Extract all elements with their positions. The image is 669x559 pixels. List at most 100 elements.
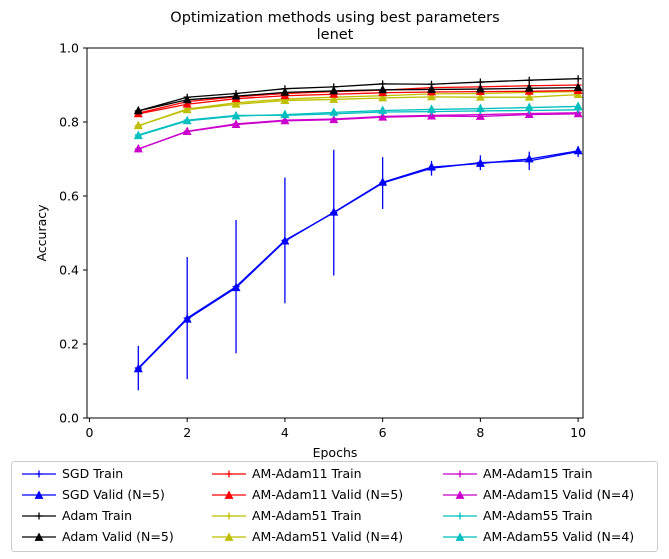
data-point bbox=[525, 157, 533, 165]
chart-svg: Optimization methods using best paramete… bbox=[34, 10, 586, 460]
data-point bbox=[475, 84, 485, 93]
legend-label: AM-Adam15 Valid (N=4) bbox=[483, 487, 635, 502]
data-point bbox=[476, 159, 484, 167]
data-point bbox=[232, 120, 240, 128]
legend-marker bbox=[225, 470, 233, 478]
data-point bbox=[134, 107, 142, 115]
legend-swatch bbox=[212, 512, 246, 520]
legend-swatch bbox=[443, 532, 477, 541]
y-tick-label: 0.6 bbox=[59, 189, 79, 204]
data-point bbox=[134, 122, 142, 130]
legend-marker bbox=[35, 470, 43, 478]
y-axis: 0.0 0.2 0.4 0.6 0.8 1.0 bbox=[59, 41, 87, 426]
series-line bbox=[138, 105, 579, 137]
legend-swatch bbox=[22, 470, 56, 478]
data-point bbox=[330, 110, 338, 118]
data-point bbox=[427, 84, 436, 93]
legend-swatch bbox=[212, 470, 246, 478]
data-point bbox=[379, 179, 387, 187]
data-point bbox=[428, 80, 436, 88]
data-point bbox=[476, 78, 484, 86]
series-adam-train bbox=[134, 75, 582, 115]
series-am-adam55-train bbox=[134, 106, 582, 139]
data-point bbox=[379, 80, 387, 88]
y-tick-label: 0.8 bbox=[59, 115, 79, 130]
data-point bbox=[183, 116, 191, 124]
data-point bbox=[183, 93, 191, 101]
data-point bbox=[183, 127, 191, 135]
series-line bbox=[138, 93, 579, 127]
legend-swatch bbox=[22, 512, 56, 520]
legend-marker bbox=[224, 532, 234, 541]
legend-label: AM-Adam11 Train bbox=[252, 466, 362, 481]
legend-label: AM-Adam51 Valid (N=4) bbox=[252, 529, 404, 544]
data-point bbox=[281, 111, 289, 119]
legend-swatch bbox=[22, 490, 56, 499]
y-tick-label: 1.0 bbox=[59, 41, 79, 56]
legend-marker bbox=[34, 532, 44, 541]
series-line bbox=[138, 112, 579, 150]
data-point bbox=[428, 108, 436, 116]
legend-label: SGD Valid (N=5) bbox=[62, 487, 165, 502]
data-point bbox=[524, 92, 534, 101]
data-point bbox=[330, 83, 338, 91]
data-point bbox=[428, 164, 436, 172]
data-point bbox=[574, 148, 582, 156]
data-point bbox=[525, 107, 533, 115]
data-point bbox=[378, 84, 388, 94]
legend-marker bbox=[224, 490, 234, 499]
data-point bbox=[232, 283, 240, 291]
legend-swatch bbox=[443, 470, 477, 478]
x-tick-label: 8 bbox=[476, 425, 484, 440]
legend-swatch bbox=[212, 532, 246, 541]
legend-label: SGD Train bbox=[62, 466, 124, 481]
data-point bbox=[232, 90, 240, 98]
series-line bbox=[138, 78, 579, 112]
x-tick-label: 6 bbox=[379, 425, 387, 440]
data-point bbox=[134, 364, 142, 372]
series-line bbox=[138, 109, 579, 136]
x-tick-label: 2 bbox=[183, 425, 191, 440]
legend-label: AM-Adam55 Train bbox=[483, 508, 593, 523]
legend-swatch bbox=[212, 490, 246, 499]
x-axis: 0 2 4 6 8 10 bbox=[85, 418, 586, 440]
legend-label: Adam Train bbox=[62, 508, 133, 523]
data-point bbox=[574, 106, 582, 114]
legend-marker bbox=[456, 512, 464, 520]
data-point bbox=[330, 209, 338, 217]
series-line bbox=[138, 86, 579, 112]
legend-swatch bbox=[443, 490, 477, 499]
data-point bbox=[134, 145, 142, 153]
series-line bbox=[137, 150, 579, 369]
data-point bbox=[232, 111, 240, 119]
data-point bbox=[524, 83, 534, 92]
plot-frame bbox=[86, 47, 584, 419]
legend-swatch bbox=[443, 512, 477, 520]
y-tick-label: 0.0 bbox=[59, 411, 79, 426]
y-tick-label: 0.2 bbox=[59, 337, 79, 352]
y-axis-label: Accuracy bbox=[34, 204, 49, 262]
data-point bbox=[525, 76, 533, 84]
legend-marker bbox=[34, 490, 44, 499]
data-point bbox=[476, 107, 484, 115]
legend-marker bbox=[455, 532, 465, 541]
data-point bbox=[573, 82, 583, 91]
series-sgd-train bbox=[134, 146, 582, 391]
legend-label: Adam Valid (N=5) bbox=[62, 529, 174, 544]
y-tick-label: 0.4 bbox=[59, 263, 79, 278]
series-line bbox=[138, 89, 579, 115]
legend-marker bbox=[35, 512, 43, 520]
legend-label: AM-Adam55 Valid (N=4) bbox=[483, 529, 635, 544]
series-am-adam11-valid-n-5 bbox=[133, 85, 583, 118]
legend-marker bbox=[455, 490, 465, 499]
x-tick-label: 10 bbox=[570, 425, 586, 440]
data-point bbox=[379, 108, 387, 116]
legend-marker bbox=[456, 470, 464, 478]
plot-area bbox=[87, 48, 583, 418]
legend-label: AM-Adam51 Train bbox=[252, 508, 362, 523]
legend-label: AM-Adam11 Valid (N=5) bbox=[252, 487, 404, 502]
x-tick-label: 4 bbox=[281, 425, 289, 440]
legend: SGD Train AM-Adam11 Train AM-Adam15 Train S… bbox=[11, 461, 658, 552]
chart-subtitle: lenet bbox=[317, 27, 354, 43]
legend-label: AM-Adam15 Train bbox=[483, 466, 593, 481]
